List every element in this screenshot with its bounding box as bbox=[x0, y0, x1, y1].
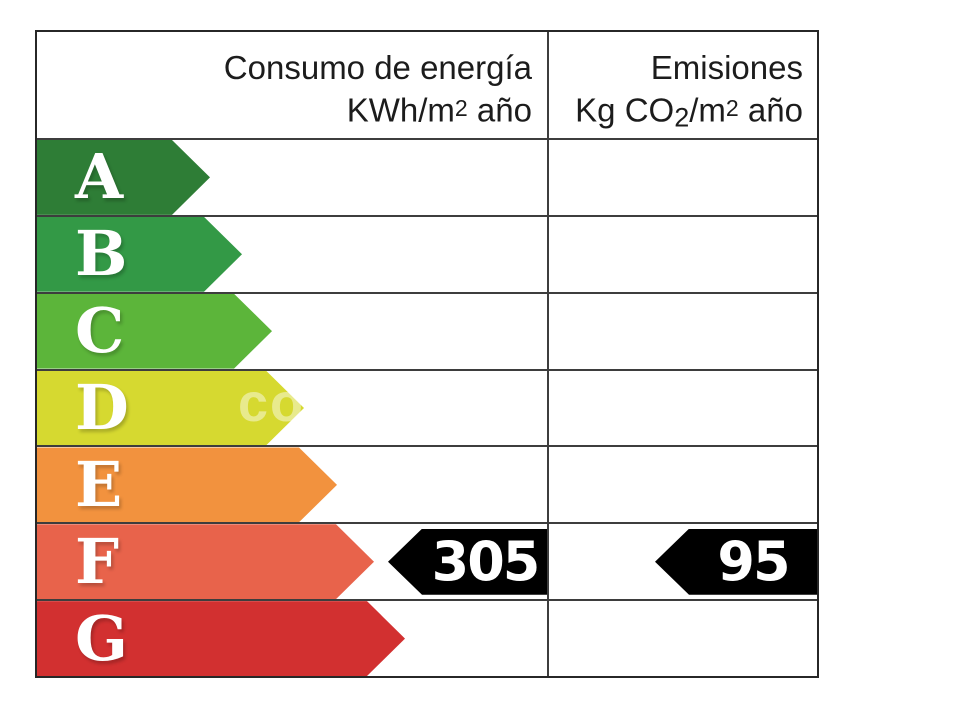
rating-letter-f: F bbox=[75, 524, 120, 598]
emissions-value: 95 bbox=[717, 530, 790, 594]
rating-row-d: D bbox=[37, 368, 817, 446]
table-header-row: Consumo de energía KWh/m2 año Emisiones … bbox=[37, 32, 817, 138]
consumption-unit-exponent: 2 bbox=[454, 95, 468, 121]
rating-letter-g: G bbox=[75, 601, 128, 675]
rating-arrow-d: D bbox=[37, 371, 304, 446]
rating-arrow-f: F bbox=[37, 524, 374, 599]
consumption-header-line1: Consumo de energía bbox=[223, 49, 532, 86]
rating-letter-e: E bbox=[75, 447, 123, 521]
rating-row-f: F 305 95 bbox=[37, 522, 817, 599]
co2-subscript: 2 bbox=[674, 102, 690, 133]
rating-arrow-b: B bbox=[37, 217, 242, 292]
emissions-header-line2: Kg CO2/m2 año bbox=[575, 91, 803, 133]
rating-rows: A B C D E bbox=[37, 138, 817, 676]
rating-letter-b: B bbox=[75, 217, 128, 291]
consumption-header-line2: KWh/m2 año bbox=[346, 91, 532, 129]
rating-table: Consumo de energía KWh/m2 año Emisiones … bbox=[35, 30, 819, 678]
rating-row-c: C bbox=[37, 291, 817, 369]
rating-row-g: G bbox=[37, 599, 817, 676]
rating-row-a: A bbox=[37, 138, 817, 215]
rating-arrow-e: E bbox=[37, 447, 337, 522]
emissions-unit-exponent: 2 bbox=[725, 95, 739, 121]
emissions-value-marker: 95 bbox=[655, 528, 817, 595]
rating-row-e: E bbox=[37, 445, 817, 522]
consumption-value-marker: 305 bbox=[388, 528, 548, 595]
emissions-column-header: Emisiones Kg CO2/m2 año bbox=[548, 32, 817, 138]
rating-arrow-c: C bbox=[37, 294, 272, 369]
rating-row-b: B bbox=[37, 214, 817, 292]
rating-arrow-g: G bbox=[37, 601, 405, 676]
column-divider bbox=[547, 32, 549, 676]
rating-letter-a: A bbox=[75, 140, 124, 214]
rating-arrow-a: A bbox=[37, 140, 210, 215]
consumption-column-header: Consumo de energía KWh/m2 año bbox=[37, 32, 548, 138]
emissions-header-line1: Emisiones bbox=[650, 49, 803, 86]
consumption-value: 305 bbox=[431, 530, 541, 594]
rating-letter-d: D bbox=[75, 371, 129, 444]
rating-letter-c: C bbox=[75, 294, 125, 368]
